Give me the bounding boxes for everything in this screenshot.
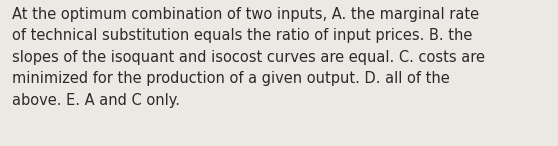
Text: At the optimum combination of two inputs, A. the marginal rate
of technical subs: At the optimum combination of two inputs…: [12, 7, 485, 108]
